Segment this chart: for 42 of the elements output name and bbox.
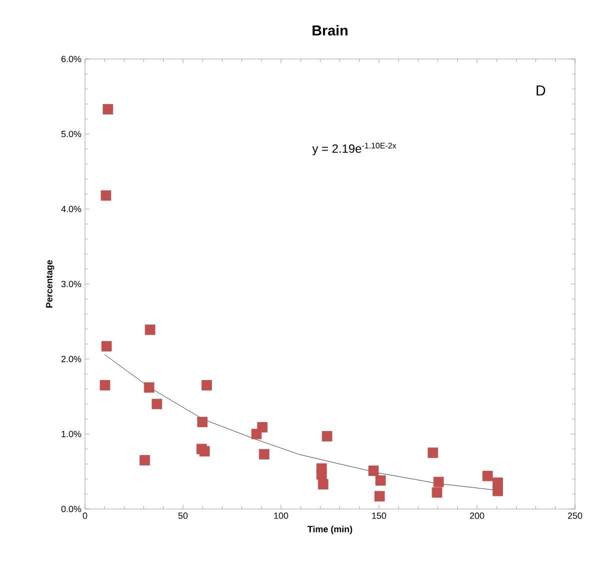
point [374,491,385,502]
point [433,476,444,488]
point [144,382,154,393]
point [432,487,442,498]
point [482,470,493,482]
point [322,431,332,442]
y-tick-label: 5.0% [61,130,82,138]
point [257,422,268,432]
y-tick-label: 1.0% [62,430,82,438]
point [100,380,110,390]
point [375,475,386,486]
point [144,324,156,335]
y-tick-label: 0.0% [61,506,82,512]
y-tick-label: 4.0% [61,206,82,212]
point [199,446,210,456]
annotation: y = 2.19e$^{-1.10E-2x}$ [312,142,396,156]
point [100,190,112,201]
x-axis-title: Time (min) [308,526,352,534]
x-tick-label: 100 [274,512,288,519]
point [318,479,328,490]
x-tick-label: 50 [178,512,188,519]
chart-title: Brain [312,25,348,36]
x-tick-label: 150 [372,512,386,519]
annotation: D [536,86,546,96]
y-axis-title: Percentage [46,260,54,308]
point [492,486,503,496]
point [140,455,150,466]
point [152,398,162,410]
y-tick-label: 2.0% [61,356,82,362]
point [258,449,270,460]
point [316,469,327,480]
y-tick-label: 3.0% [61,280,82,288]
point [101,341,112,352]
point [428,448,438,458]
x-tick-label: 200 [470,512,484,519]
x-tick-label: 0 [82,512,88,519]
point [368,466,379,476]
y-tick-label: 6.0% [61,56,82,62]
point [102,104,114,114]
x-tick-label: 250 [568,512,582,519]
point [202,380,212,390]
point [197,416,208,428]
